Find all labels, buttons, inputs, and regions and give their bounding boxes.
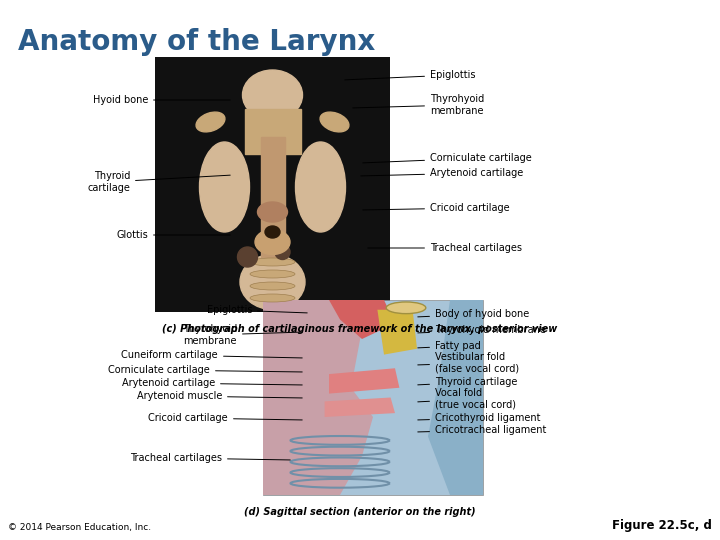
- Polygon shape: [263, 300, 373, 495]
- Text: Tracheal cartilages: Tracheal cartilages: [130, 453, 290, 463]
- Ellipse shape: [250, 270, 295, 278]
- Ellipse shape: [320, 112, 349, 132]
- Text: Tracheal cartilages: Tracheal cartilages: [368, 243, 522, 253]
- Text: Thyroid cartilage: Thyroid cartilage: [418, 377, 518, 387]
- Text: Vestibular fold
(false vocal cord): Vestibular fold (false vocal cord): [418, 352, 519, 374]
- Text: Cricoid cartilage: Cricoid cartilage: [363, 203, 510, 213]
- Ellipse shape: [386, 302, 426, 314]
- Text: Corniculate cartilage: Corniculate cartilage: [108, 365, 302, 375]
- Bar: [261, 137, 284, 257]
- Text: Fatty pad: Fatty pad: [418, 341, 481, 351]
- Text: Vocal fold
(true vocal cord): Vocal fold (true vocal cord): [418, 388, 516, 410]
- Text: Figure 22.5c, d: Figure 22.5c, d: [612, 519, 712, 532]
- Ellipse shape: [196, 112, 225, 132]
- Ellipse shape: [240, 254, 305, 309]
- Text: (d) Sagittal section (anterior on the right): (d) Sagittal section (anterior on the ri…: [244, 507, 476, 517]
- Text: Thyrohyoid membrane: Thyrohyoid membrane: [418, 325, 546, 335]
- Text: Thyroid
cartilage: Thyroid cartilage: [87, 171, 230, 193]
- Ellipse shape: [238, 247, 258, 267]
- Text: Cricoid cartilage: Cricoid cartilage: [148, 413, 302, 423]
- Text: Thyrohyoid
membrane: Thyrohyoid membrane: [183, 324, 302, 346]
- Text: (c) Photograph of cartilaginous framework of the larynx, posterior view: (c) Photograph of cartilaginous framewor…: [163, 324, 557, 334]
- Ellipse shape: [258, 202, 287, 222]
- Polygon shape: [329, 300, 395, 339]
- Text: Cricothyroid ligament: Cricothyroid ligament: [418, 413, 541, 423]
- Text: Corniculate cartilage: Corniculate cartilage: [363, 153, 532, 163]
- Ellipse shape: [243, 70, 302, 120]
- Ellipse shape: [275, 245, 290, 260]
- Polygon shape: [377, 310, 417, 355]
- Ellipse shape: [250, 294, 295, 302]
- Text: Cuneiform cartilage: Cuneiform cartilage: [122, 350, 302, 360]
- Text: Thyrohyoid
membrane: Thyrohyoid membrane: [353, 94, 485, 116]
- Bar: [263, 300, 483, 495]
- Polygon shape: [428, 300, 483, 495]
- Polygon shape: [329, 368, 400, 394]
- Text: Epiglottis: Epiglottis: [207, 305, 307, 315]
- Text: Arytenoid cartilage: Arytenoid cartilage: [361, 168, 523, 178]
- Text: Anatomy of the Larynx: Anatomy of the Larynx: [18, 28, 375, 56]
- Text: Epiglottis: Epiglottis: [345, 70, 475, 80]
- Ellipse shape: [255, 230, 290, 254]
- Ellipse shape: [295, 142, 346, 232]
- Ellipse shape: [199, 142, 250, 232]
- Text: Arytenoid cartilage: Arytenoid cartilage: [122, 378, 302, 388]
- Ellipse shape: [250, 258, 295, 266]
- Text: Body of hyoid bone: Body of hyoid bone: [418, 309, 529, 319]
- Text: Cricotracheal ligament: Cricotracheal ligament: [418, 425, 546, 435]
- Ellipse shape: [250, 282, 295, 290]
- Polygon shape: [325, 397, 395, 417]
- Text: © 2014 Pearson Education, Inc.: © 2014 Pearson Education, Inc.: [8, 523, 151, 532]
- Text: Arytenoid muscle: Arytenoid muscle: [137, 391, 302, 401]
- Bar: [155, 57, 390, 312]
- Text: Glottis: Glottis: [116, 230, 230, 240]
- Ellipse shape: [265, 226, 280, 238]
- Text: Hyoid bone: Hyoid bone: [93, 95, 230, 105]
- Bar: [245, 109, 300, 154]
